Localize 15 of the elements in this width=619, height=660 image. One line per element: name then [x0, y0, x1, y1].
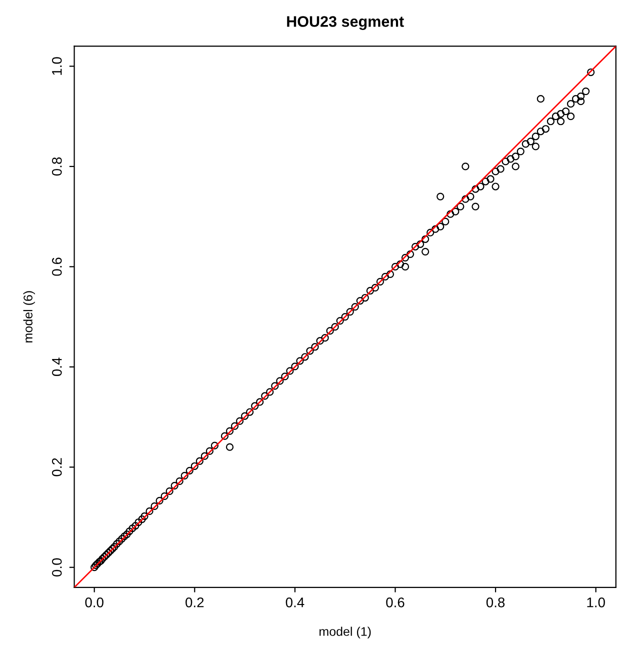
x-tick-label: 0.2 [186, 597, 204, 608]
x-tick-label: 1.0 [587, 597, 605, 608]
y-tick-label: 1.0 [52, 57, 62, 75]
y-axis-title: model (6) [23, 291, 35, 342]
x-tick-label: 0.4 [286, 597, 304, 608]
y-tick-label: 0.4 [52, 358, 62, 376]
y-tick-label: 0.2 [52, 458, 62, 476]
x-tick-label: 0.8 [486, 597, 505, 608]
x-tick-label: 0.0 [85, 597, 104, 608]
x-tick-label: 0.6 [386, 597, 404, 608]
y-tick-label: 0.0 [52, 558, 62, 576]
y-tick-label: 0.8 [52, 157, 62, 176]
x-axis-title: model (1) [320, 626, 371, 638]
chart-title: HOU23 segment [287, 16, 404, 30]
y-tick-label: 0.6 [52, 258, 62, 276]
